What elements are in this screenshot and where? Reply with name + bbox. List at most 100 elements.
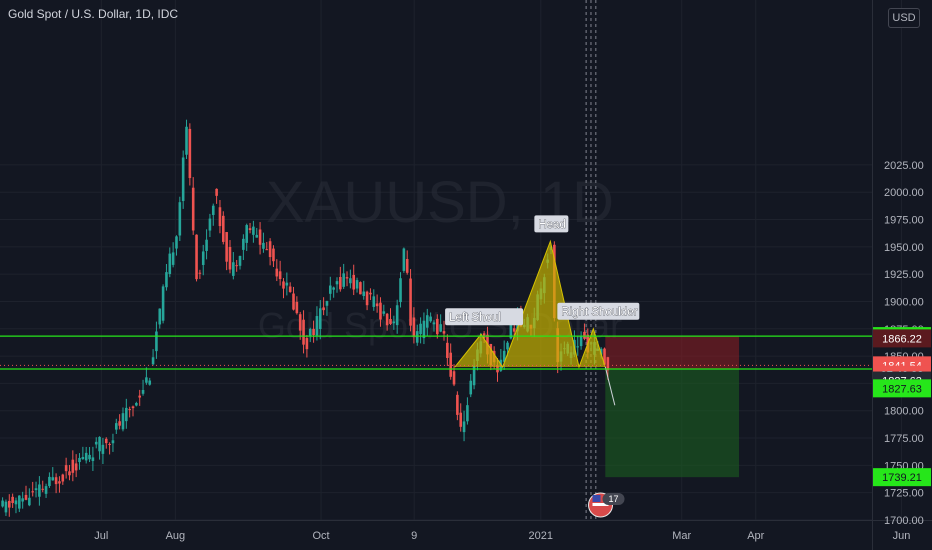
candle-body [506, 342, 509, 350]
price-label: 1866.22 [882, 333, 922, 345]
candle-body [58, 481, 61, 484]
candle-body [71, 459, 75, 473]
candle-body [81, 457, 85, 460]
candle-body [171, 252, 175, 265]
chart-title[interactable]: Gold Spot / U.S. Dollar, 1D, IDC [8, 7, 179, 21]
candle-body [98, 436, 101, 452]
candle-body [131, 406, 135, 409]
candle-body [462, 421, 466, 433]
candle-body [4, 501, 8, 513]
candle-body [151, 357, 155, 365]
candle-body [365, 291, 369, 306]
pattern-label: Right Shoulder [561, 306, 637, 318]
candle-body [272, 248, 275, 262]
currency-button[interactable]: USD [888, 8, 920, 28]
candle-body [228, 247, 232, 270]
candle-body [248, 228, 252, 231]
y-tick-label: 1950.00 [884, 242, 924, 254]
candle-body [111, 440, 115, 444]
event-badge-stripe [592, 503, 609, 506]
candle-body [439, 324, 442, 332]
candle-body [298, 314, 302, 331]
candle-body [232, 262, 235, 276]
candle-body [104, 438, 108, 444]
candle-body [21, 498, 24, 502]
y-tick-label: 1900.00 [884, 296, 924, 308]
candle-body [188, 128, 192, 179]
candle-body [101, 444, 105, 454]
candle-body [255, 234, 259, 238]
candle-body [61, 474, 65, 482]
candle-body [419, 323, 422, 335]
event-badge-count-bg [602, 493, 625, 505]
target-zone [605, 369, 740, 478]
stop-loss-zone [605, 336, 740, 370]
candle-body [121, 413, 125, 430]
candle-body [472, 365, 476, 386]
candle-body [268, 241, 272, 258]
candle-body [583, 331, 586, 339]
x-tick-label: Jul [94, 530, 108, 542]
candle-body [278, 271, 282, 280]
candle-body [258, 229, 262, 245]
candle-body [88, 454, 91, 460]
candle-body [31, 491, 34, 493]
price-label: 1739.21 [882, 472, 922, 484]
candle-body [342, 273, 345, 287]
candle-body [456, 394, 459, 415]
candle-body [355, 280, 359, 289]
candle-body [74, 463, 78, 471]
candle-body [252, 226, 255, 235]
candle-body [141, 389, 145, 394]
candle-body [235, 265, 238, 267]
candle-body [315, 316, 319, 336]
candle-body [395, 305, 399, 326]
y-tick-label: 1800.00 [884, 406, 924, 418]
candle-body [44, 486, 48, 494]
y-tick-label: 2025.00 [884, 160, 924, 172]
candle-body [295, 301, 299, 314]
candle-body [405, 259, 409, 273]
candle-body [205, 239, 208, 251]
candle-body [432, 322, 436, 325]
candle-body [114, 423, 118, 430]
candle-body [238, 255, 242, 266]
candle-body [379, 302, 382, 320]
candle-body [28, 497, 31, 506]
candle-body [34, 488, 38, 491]
candle-body [502, 350, 506, 362]
candle-body [161, 286, 165, 321]
candle-body [325, 301, 329, 306]
price-label: 1827.63 [882, 383, 922, 395]
candle-body [385, 313, 389, 326]
candle-body [245, 225, 249, 243]
candle-body [322, 307, 325, 311]
y-tick-label: 1975.00 [884, 215, 924, 227]
candle-body [392, 321, 396, 324]
candle-body [41, 488, 45, 490]
candle-body [345, 277, 349, 279]
y-tick-label: 1775.00 [884, 433, 924, 445]
candle-body [125, 407, 128, 422]
candle-body [178, 202, 182, 236]
candle-body [415, 331, 419, 343]
event-badge-canton [592, 495, 601, 502]
candle-body [108, 443, 111, 445]
candle-body [18, 495, 21, 509]
candle-body [158, 308, 162, 325]
candle-body [512, 328, 516, 332]
candle-body [24, 494, 28, 500]
candle-body [425, 315, 429, 328]
candle-body [84, 452, 88, 461]
candle-body [135, 403, 138, 406]
candle-body [449, 352, 452, 377]
candle-body [191, 187, 195, 231]
price-label-box [873, 379, 931, 398]
candle-body [509, 321, 513, 339]
candle-body [285, 282, 289, 286]
candle-body [442, 331, 446, 334]
candle-body [399, 278, 402, 303]
pattern-outline [454, 239, 606, 369]
